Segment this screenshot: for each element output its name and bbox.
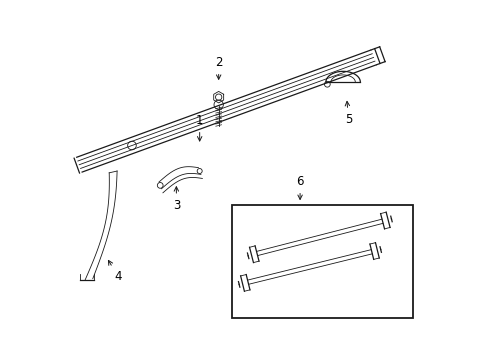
Text: 6: 6 (296, 175, 303, 199)
Text: 4: 4 (108, 260, 122, 283)
Text: 5: 5 (344, 102, 351, 126)
Text: 3: 3 (172, 187, 180, 212)
Text: 1: 1 (196, 114, 203, 141)
Text: 2: 2 (215, 56, 222, 79)
Bar (231, 205, 412, 318)
